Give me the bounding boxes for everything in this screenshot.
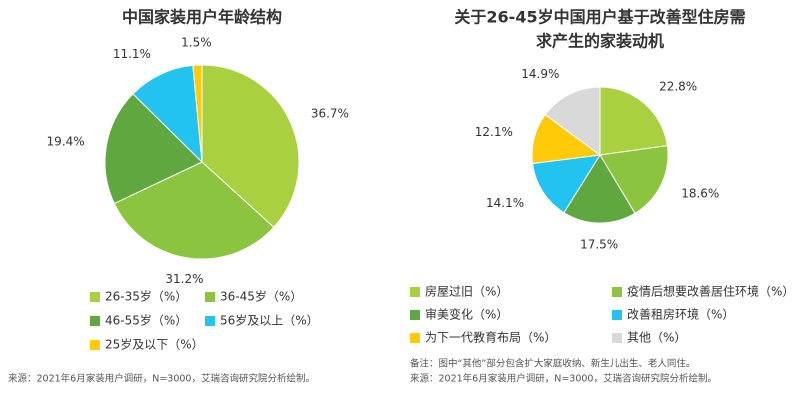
chart-title: 中国家装用户年龄结构 <box>122 8 282 27</box>
value-label: 12.1% <box>475 125 513 139</box>
value-label: 1.5% <box>181 36 212 50</box>
legend-swatch <box>410 287 420 297</box>
value-label: 36.7% <box>311 106 349 120</box>
legend-swatch <box>90 340 100 350</box>
legend-swatch <box>410 310 420 320</box>
legend-label: 46-55岁（%） <box>105 313 187 328</box>
pie-slice <box>192 64 203 163</box>
pie-slice <box>531 154 601 214</box>
pie-slice <box>599 86 668 156</box>
value-label: 18.6% <box>681 186 719 200</box>
chart-title: 关于26-45岁中国用户基于改善型住房需 <box>454 8 745 27</box>
value-label: 22.8% <box>659 80 697 94</box>
pie-slice <box>113 161 275 260</box>
legend-label: 26-35岁（%） <box>105 289 187 304</box>
legend-label: 疫情后想要改善居住环境（%） <box>627 284 794 299</box>
pie-slice <box>599 145 669 214</box>
legend-label: 为下一代教育布局（%） <box>425 330 556 345</box>
pie-slice <box>132 64 203 164</box>
legend-label: 房屋过旧（%） <box>425 284 508 299</box>
value-label: 31.2% <box>165 272 203 286</box>
legend-swatch <box>410 333 420 343</box>
source-note: 来源：2021年6月家装用户调研，N=3000，艾瑞咨询研究院分析绘制。 <box>8 373 315 385</box>
legend-label: 25岁及以下（%） <box>105 337 204 352</box>
legend-label: 56岁及以上（%） <box>220 313 319 328</box>
chart-title: 求产生的家装动机 <box>536 32 664 51</box>
value-label: 11.1% <box>113 47 151 61</box>
legend-swatch <box>205 316 215 326</box>
pie-slice <box>563 154 636 224</box>
legend-swatch <box>205 292 215 302</box>
legend-swatch <box>612 333 622 343</box>
value-label: 14.9% <box>521 67 559 81</box>
legend-label: 审美变化（%） <box>425 307 508 322</box>
legend-label: 36-45岁（%） <box>220 289 302 304</box>
value-label: 14.1% <box>486 196 524 210</box>
pie-slice <box>201 64 300 228</box>
value-label: 19.4% <box>47 135 85 149</box>
value-label: 17.5% <box>580 237 618 251</box>
source-note: 来源：2021年6月家装用户调研，N=3000，艾瑞咨询研究院分析绘制。 <box>410 373 717 385</box>
legend-label: 改善租房环境（%） <box>627 307 734 322</box>
legend-swatch <box>612 310 622 320</box>
legend-label: 其他（%） <box>627 331 686 345</box>
legend-swatch <box>612 287 622 297</box>
pie-slice <box>104 93 203 205</box>
legend-swatch <box>90 292 100 302</box>
pie-slice <box>544 86 601 156</box>
remark-note: 备注：图中“其他”部分包含扩大家庭收纳、新生儿出生、老人同住。 <box>410 358 695 370</box>
legend-swatch <box>90 316 100 326</box>
